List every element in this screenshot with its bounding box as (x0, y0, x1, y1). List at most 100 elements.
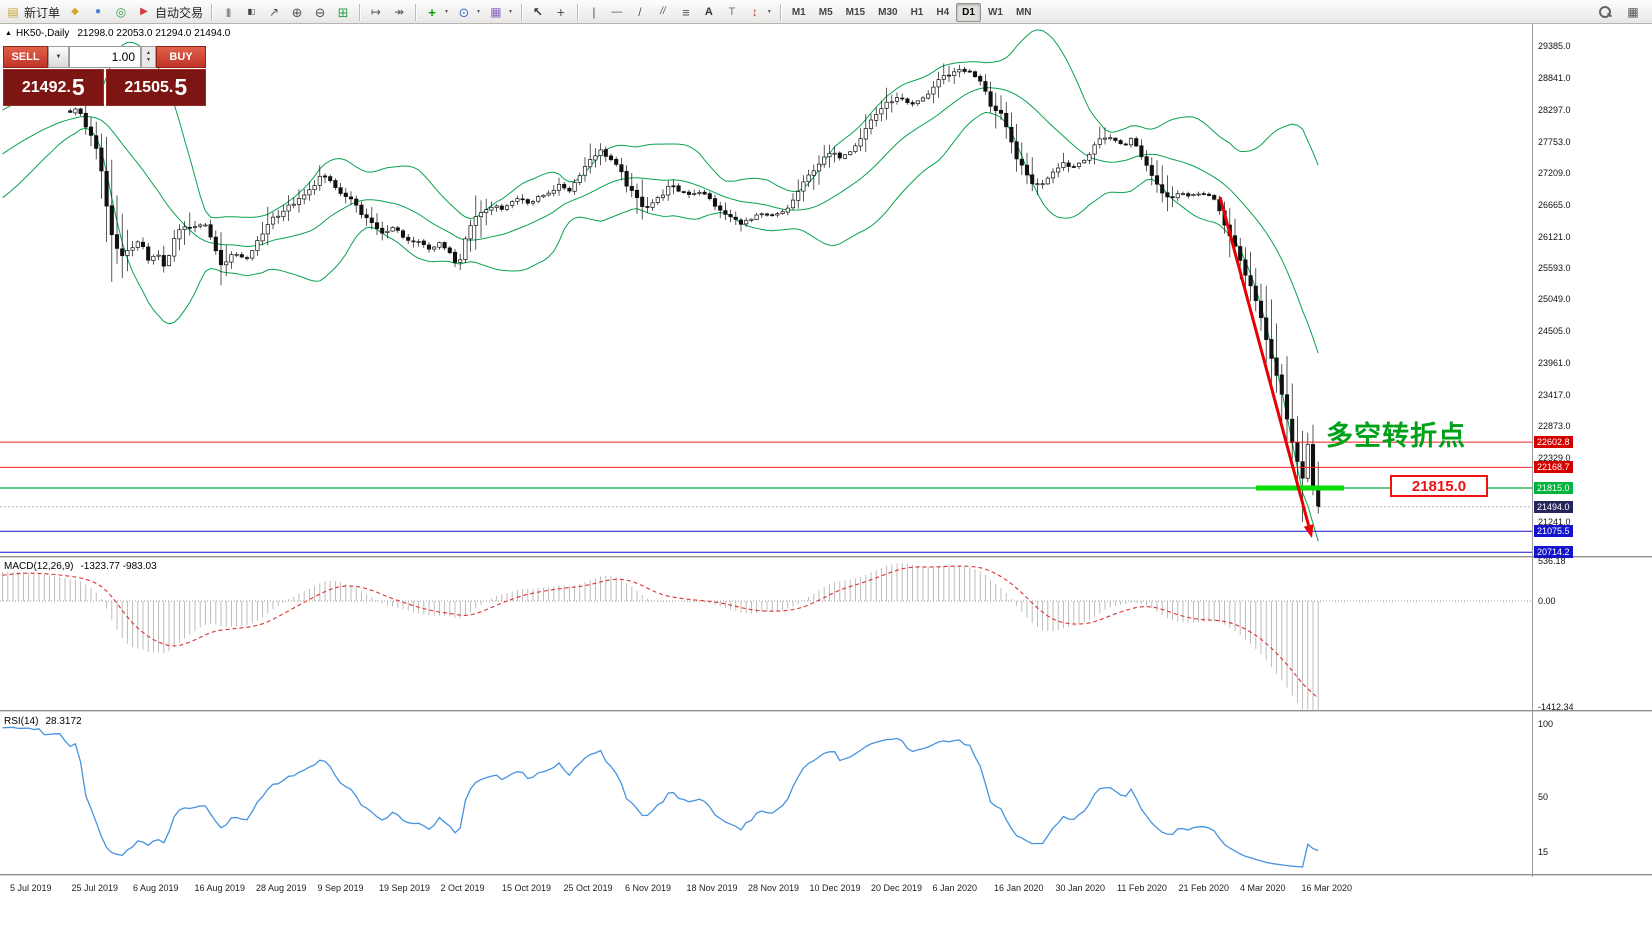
auto-trading-button[interactable]: 自动交易 (133, 2, 206, 23)
new-chart-button[interactable]: ▼ (421, 2, 452, 22)
time-axis[interactable]: 5 Jul 2019 25 Jul 2019 6 Aug 2019 16 Aug 20… (0, 877, 1532, 903)
timeframe-h4-button[interactable]: H4 (936, 6, 950, 18)
rsi-indicator-label: RSI(14) 28.3172 (4, 716, 82, 727)
bollinger-bands (2, 29, 1319, 542)
date-axis-label: 4 Mar 2020 (1240, 883, 1286, 893)
macd-axis-label: 536.18 (1538, 556, 1566, 566)
sell-price[interactable]: 21492. 5 (3, 69, 104, 106)
date-axis-label: 25 Jul 2019 (71, 883, 119, 893)
toolbar-separator (359, 3, 361, 21)
date-axis-label: 11 Feb 2020 (1117, 883, 1167, 893)
date-axis-label: 16 Mar 2020 (1301, 883, 1353, 893)
date-axis-label: 16 Aug 2019 (194, 883, 246, 893)
macd-name: MACD(12,26,9) (4, 561, 74, 572)
date-axis-label: 25 Oct 2019 (563, 883, 613, 893)
price-axis-label: 27209.0 (1538, 168, 1571, 179)
sell-button[interactable]: SELL (3, 46, 48, 68)
price-axis-label: 21241.0 (1538, 516, 1571, 527)
price-axis-tag: 21075.5 (1534, 525, 1573, 538)
date-axis-label: 19 Sep 2019 (379, 883, 431, 893)
date-axis-label: 6 Nov 2019 (625, 883, 672, 893)
annotation-text[interactable]: 多空转折点 (1326, 421, 1466, 451)
date-axis-label: 21 Feb 2020 (1178, 883, 1230, 893)
price-axis-label: 22329.0 (1538, 453, 1571, 464)
new-order-button[interactable]: 新订单 (2, 2, 63, 23)
price-axis-label: 23961.0 (1538, 357, 1571, 368)
volume-dropdown[interactable]: ▼ (48, 46, 69, 68)
buy-price[interactable]: 21505. 5 (105, 69, 206, 106)
price-axis-tag: 21494.0 (1534, 500, 1573, 513)
timeframe-m5-button[interactable]: M5 (818, 6, 833, 18)
date-axis-label: 16 Jan 2020 (994, 883, 1044, 893)
toolbar-right (1594, 0, 1644, 24)
timeframe-h1-button[interactable]: H1 (910, 6, 924, 18)
auto-trading-button-label: 自动交易 (155, 5, 204, 20)
toolbar-separator (520, 3, 522, 21)
price-axis-label: 25593.0 (1538, 262, 1571, 273)
price-axis-border (1532, 24, 1533, 877)
date-axis-label: 5 Jul 2019 (10, 883, 52, 893)
dropdown-arrow-icon: ▼ (507, 9, 513, 15)
toolbar-separator (779, 3, 781, 21)
toolbar-separator (415, 3, 417, 21)
one-click-toggle-icon[interactable]: ▲ (5, 30, 12, 37)
date-axis-label: 20 Dec 2019 (871, 883, 923, 893)
volume-stepper[interactable]: ▲ ▼ (141, 46, 156, 68)
candles-layer (68, 63, 1321, 523)
rsi-plot (2, 726, 1319, 868)
trend-arrow[interactable] (1218, 196, 1314, 538)
timeframe-m15-button[interactable]: M15 (845, 6, 866, 18)
buy-button[interactable]: BUY (156, 46, 206, 68)
toolbar-main: 新订单 自动交易 ▼ ▼ ▼ ▼ M1 M5 M15 M30 H1 H4 D1 W1 MN (2, 0, 1038, 24)
rsi-values: 28.3172 (45, 716, 82, 727)
toolbar-separator (211, 3, 213, 21)
panel-splitter[interactable] (0, 874, 1652, 877)
panel-splitter[interactable] (0, 556, 1652, 559)
dropdown-arrow-icon: ▼ (444, 9, 449, 15)
sell-price-main: 21492. (21, 78, 71, 96)
periods-button[interactable]: ▼ (453, 2, 484, 22)
new-order-button-label: 新订单 (24, 5, 61, 20)
price-callout[interactable]: 21815.0 (1390, 475, 1488, 497)
timeframe-m30-button[interactable]: M30 (878, 6, 898, 18)
date-axis-label: 15 Oct 2019 (502, 883, 552, 893)
search-button[interactable] (1594, 2, 1616, 22)
price-axis-label: 26121.0 (1538, 231, 1571, 242)
arrows-button[interactable]: ▼ (744, 2, 775, 22)
price-axis-label: 24505.0 (1538, 326, 1571, 337)
price-axis-label: 28297.0 (1538, 104, 1571, 115)
buy-price-big: 5 (174, 74, 188, 100)
timeframe-m1-button[interactable]: M1 (791, 6, 806, 18)
macd-indicator-label: MACD(12,26,9) -1323.77 -983.03 (4, 561, 157, 572)
symbol-ohlc: 21298.0 22053.0 21294.0 21494.0 (77, 28, 231, 39)
timeframe-mn-button[interactable]: MN (1015, 6, 1032, 18)
rsi-axis-label: 100 (1538, 719, 1554, 729)
macd-axis-label: 0.00 (1538, 596, 1556, 606)
symbol-header: HK50-,Daily 21298.0 22053.0 21294.0 2149… (16, 28, 230, 39)
volume-input[interactable]: 1.00 (69, 46, 141, 68)
one-click-trading-panel: SELL ▼ 1.00 ▲ ▼ BUY 21492. 5 21505. 5 (3, 46, 206, 106)
price-axis-tag: 22168.7 (1534, 461, 1573, 474)
templates-button[interactable]: ▼ (485, 2, 516, 22)
buy-price-main: 21505. (124, 78, 174, 96)
macd-axis-label: -1412.34 (1538, 702, 1574, 712)
date-axis-label: 28 Nov 2019 (748, 883, 800, 893)
rsi-axis-label: 15 (1538, 847, 1549, 857)
spin-up-icon: ▲ (146, 50, 151, 56)
price-axis[interactable]: 29385.0 28841.0 28297.0 27753.0 27209.0 26665… (1532, 0, 1652, 946)
price-axis-label: 26665.0 (1538, 200, 1571, 210)
sell-price-big: 5 (71, 74, 85, 100)
timeframe-d1-button[interactable]: D1 (956, 2, 981, 22)
date-axis-label: 28 Aug 2019 (256, 883, 307, 893)
rsi-axis-label: 50 (1538, 792, 1549, 802)
macd-values: -1323.77 -983.03 (80, 561, 157, 572)
rsi-name: RSI(14) (4, 716, 39, 727)
price-axis-label: 29385.0 (1538, 41, 1571, 52)
panel-splitter[interactable] (0, 710, 1652, 713)
timeframe-w1-button[interactable]: W1 (987, 6, 1003, 18)
price-axis-label: 22873.0 (1538, 421, 1571, 432)
toolbar: 新订单 自动交易 ▼ ▼ ▼ ▼ M1 M5 M15 M30 H1 H4 D1 W1 MN (0, 0, 1652, 24)
dropdown-arrow-icon: ▼ (475, 9, 481, 15)
